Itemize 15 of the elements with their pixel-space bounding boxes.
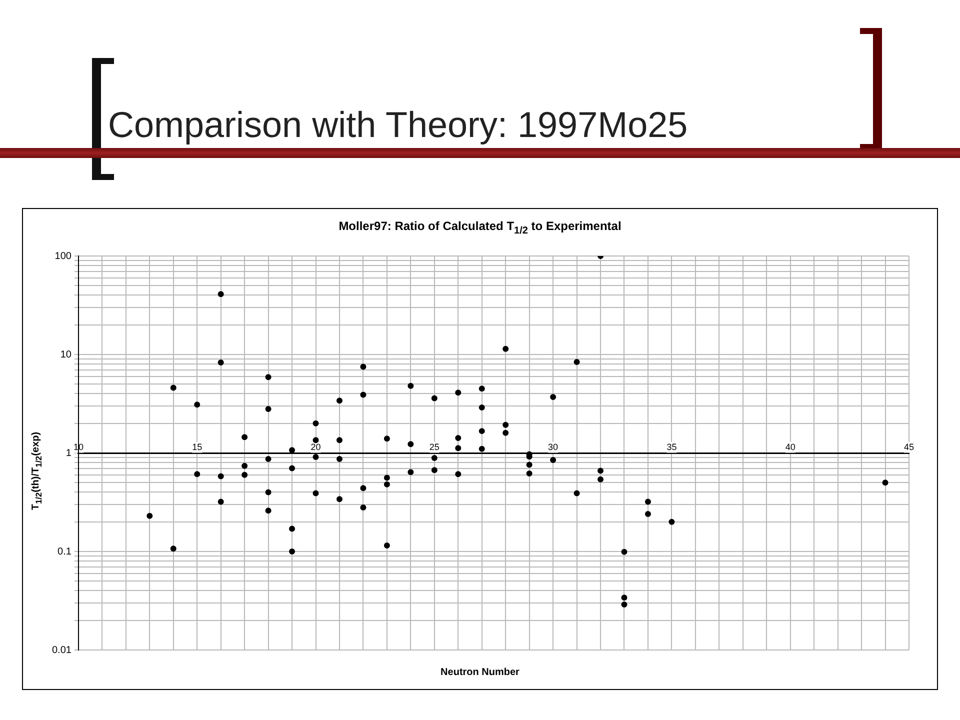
chart-title: Comparison with Theory: 1997Mo25 [108, 104, 688, 146]
x-tick-label: 20 [310, 442, 321, 452]
y-tick-label: 100 [54, 250, 72, 262]
x-tick-label: 45 [904, 442, 914, 452]
x-tick-label: 15 [192, 442, 202, 452]
x-tick-label: 30 [548, 442, 558, 452]
x-tick-label: 40 [785, 442, 796, 452]
x-tick-label: 25 [429, 442, 440, 452]
y-tick-label: 1 [66, 448, 72, 459]
y-tick-label: 0.01 [52, 644, 72, 656]
y-tick-label: 0.1 [58, 546, 72, 558]
x-axis-title: Neutron Number [440, 667, 520, 678]
y-tick-label: 10 [60, 349, 72, 360]
x-tick-label: 35 [666, 442, 677, 452]
chart-subtitle: Moller97: Ratio of Calculated T$_{1/2}$ to Experimental [338, 219, 622, 236]
